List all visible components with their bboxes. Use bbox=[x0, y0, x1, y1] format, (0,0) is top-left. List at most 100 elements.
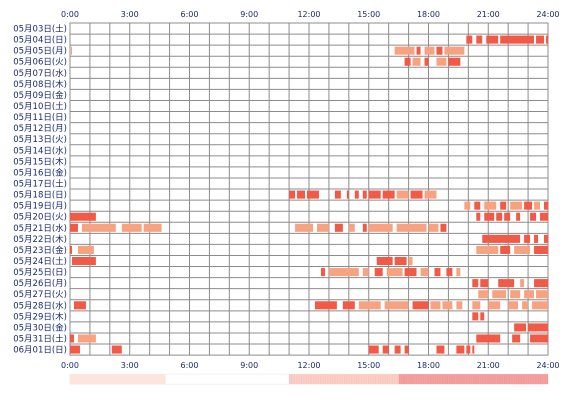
density-stripe bbox=[365, 374, 367, 385]
density-stripe bbox=[312, 374, 314, 385]
x-tick-label: 12:00 bbox=[297, 361, 320, 370]
density-stripe bbox=[516, 374, 518, 385]
row-label: 05月11日(日) bbox=[13, 113, 67, 123]
activity-bar bbox=[530, 334, 548, 343]
activity-bar bbox=[404, 268, 417, 277]
activity-bar bbox=[77, 245, 94, 254]
density-stripe bbox=[492, 374, 494, 385]
activity-bar bbox=[514, 323, 527, 332]
density-stripe bbox=[504, 374, 506, 385]
density-stripe bbox=[389, 374, 391, 385]
density-stripe bbox=[401, 374, 403, 385]
activity-bar bbox=[476, 35, 483, 44]
density-stripe bbox=[399, 374, 401, 385]
activity-bar bbox=[297, 190, 306, 199]
activity-bar bbox=[480, 312, 485, 321]
density-stripe bbox=[511, 374, 513, 385]
density-stripe bbox=[303, 374, 305, 385]
activity-bar bbox=[70, 212, 96, 221]
activity-bar bbox=[404, 57, 411, 66]
density-stripe bbox=[413, 374, 415, 385]
activity-bar bbox=[77, 334, 96, 343]
activity-bar bbox=[70, 334, 74, 343]
density-stripe bbox=[315, 374, 317, 385]
density-stripe bbox=[535, 374, 537, 385]
activity-bar bbox=[478, 290, 489, 299]
row-label: 05月26日(月) bbox=[13, 279, 67, 289]
row-label: 05月12日(月) bbox=[13, 124, 67, 134]
density-stripe bbox=[356, 374, 358, 385]
density-stripe bbox=[442, 374, 444, 385]
density-stripe bbox=[530, 374, 532, 385]
activity-bar bbox=[466, 345, 471, 354]
density-stripe bbox=[382, 374, 384, 385]
activity-bar bbox=[424, 190, 437, 199]
density-stripe bbox=[537, 374, 539, 385]
activity-bar bbox=[436, 345, 445, 354]
activity-bar bbox=[522, 301, 529, 310]
activity-bar bbox=[70, 345, 80, 354]
density-stripe bbox=[518, 374, 520, 385]
activity-bar bbox=[396, 190, 409, 199]
density-stripe bbox=[406, 374, 408, 385]
activity-bar bbox=[440, 223, 447, 232]
density-stripe bbox=[334, 374, 336, 385]
chart-grid bbox=[69, 22, 549, 356]
activity-bar bbox=[374, 268, 383, 277]
row-label: 05月04日(日) bbox=[13, 36, 67, 46]
activity-bar bbox=[476, 245, 499, 254]
activity-bar bbox=[111, 345, 122, 354]
x-tick-label: 6:00 bbox=[181, 10, 199, 19]
activity-bar bbox=[488, 301, 501, 310]
density-stripe bbox=[525, 374, 527, 385]
activity-bar bbox=[73, 301, 86, 310]
density-stripe bbox=[408, 374, 410, 385]
activity-bar bbox=[448, 57, 461, 66]
density-stripe bbox=[430, 374, 432, 385]
activity-bar bbox=[328, 268, 359, 277]
activity-bar bbox=[70, 46, 72, 55]
activity-bar bbox=[500, 245, 511, 254]
row-label: 05月27日(火) bbox=[13, 290, 67, 300]
density-stripe bbox=[289, 374, 291, 385]
activity-bar bbox=[476, 212, 481, 221]
activity-bar bbox=[410, 190, 423, 199]
row-label: 05月17日(土) bbox=[13, 179, 67, 190]
activity-bar bbox=[456, 301, 463, 310]
x-tick-label: 9:00 bbox=[240, 361, 258, 370]
row-label: 05月10日(土) bbox=[13, 101, 67, 112]
activity-bar bbox=[289, 190, 296, 199]
row-label: 05月31日(土) bbox=[13, 333, 67, 344]
activity-bar bbox=[510, 201, 523, 210]
density-stripe bbox=[528, 374, 530, 385]
density-stripe bbox=[506, 374, 508, 385]
x-tick-label: 24:00 bbox=[536, 361, 559, 370]
density-stripe bbox=[305, 374, 307, 385]
density-stripe bbox=[291, 374, 293, 385]
density-stripe bbox=[394, 374, 396, 385]
density-stripe bbox=[468, 374, 470, 385]
activity-bar bbox=[314, 301, 337, 310]
row-label: 05月28日(水) bbox=[13, 300, 67, 311]
density-stripe bbox=[322, 374, 324, 385]
activity-bar bbox=[436, 46, 443, 55]
activity-bar bbox=[368, 190, 381, 199]
activity-bar bbox=[534, 279, 548, 288]
activity-bar bbox=[546, 35, 548, 44]
density-stripe bbox=[485, 374, 487, 385]
density-stripe bbox=[544, 374, 546, 385]
density-stripe bbox=[501, 374, 503, 385]
activity-bar bbox=[476, 334, 501, 343]
density-stripe bbox=[480, 374, 482, 385]
density-stripe bbox=[301, 374, 303, 385]
density-stripe bbox=[489, 374, 491, 385]
density-stripe bbox=[427, 374, 429, 385]
density-stripe bbox=[358, 374, 360, 385]
density-stripe bbox=[370, 374, 372, 385]
row-label: 05月13日(火) bbox=[13, 135, 67, 145]
activity-bar bbox=[472, 345, 475, 354]
activity-bar bbox=[500, 201, 507, 210]
density-stripe bbox=[332, 374, 334, 385]
density-stripe bbox=[456, 374, 458, 385]
density-stripe bbox=[403, 374, 405, 385]
